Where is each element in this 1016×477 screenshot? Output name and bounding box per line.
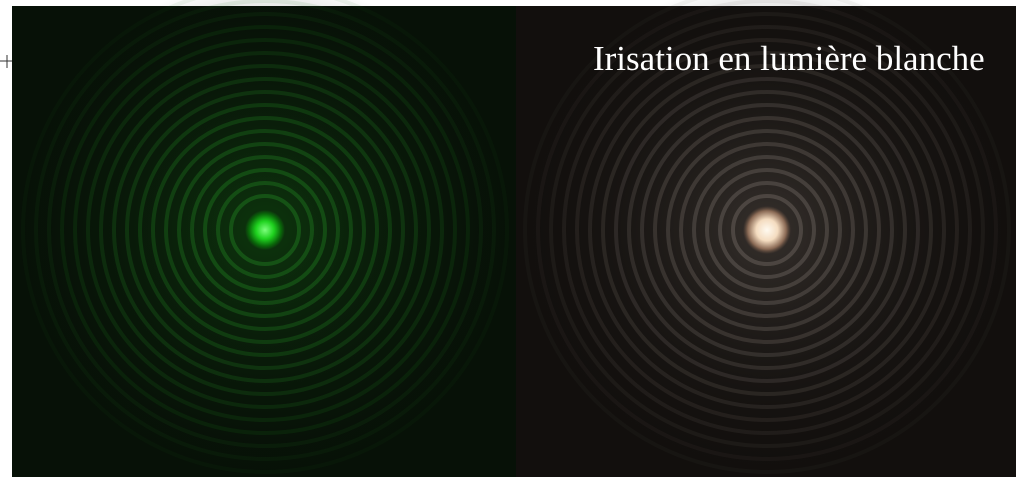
green-spot <box>245 210 285 250</box>
caption: Irisation en lumière blanche <box>593 39 985 78</box>
page: Irisation en lumière blanche (() => { co… <box>0 0 1016 477</box>
corner-mark <box>0 55 14 68</box>
photo-scene: Irisation en lumière blanche <box>0 0 1016 477</box>
white-spot <box>743 206 791 254</box>
